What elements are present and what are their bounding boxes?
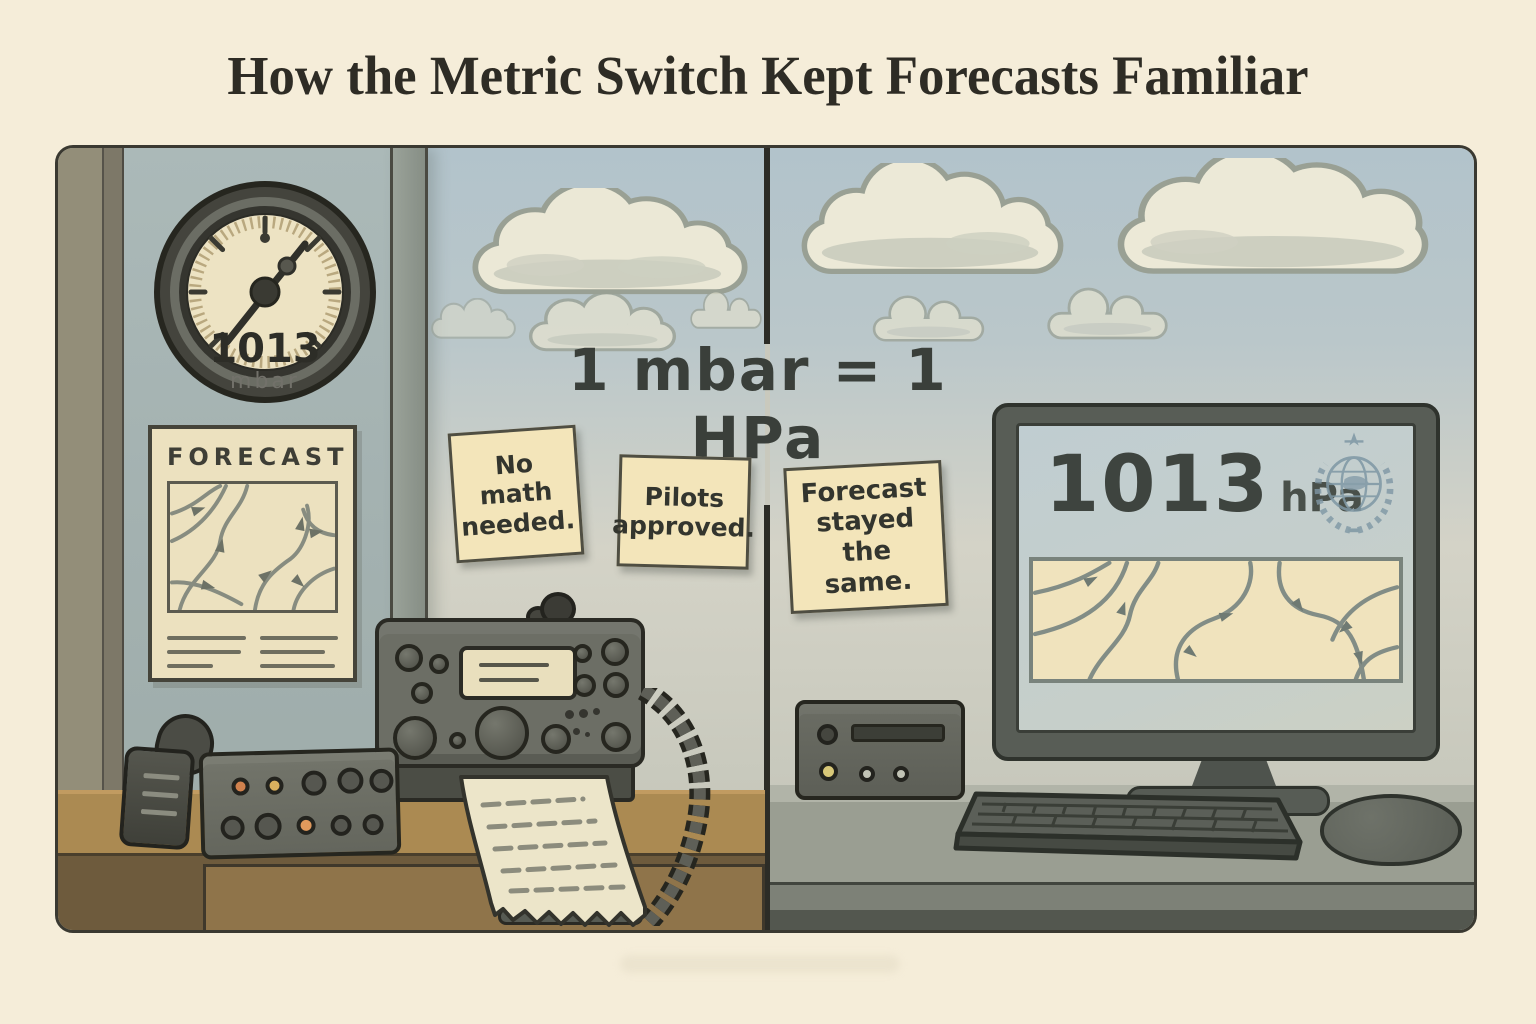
- illustration-frame: 1013 mbar FORECAST: [55, 145, 1477, 933]
- barometer-gauge: 1013 mbar: [153, 180, 377, 404]
- receiver-button: [362, 813, 384, 836]
- modern-desk-shadow: [770, 910, 1474, 930]
- cloud-large-right-1: [785, 163, 1080, 278]
- barometer-unit: mbar: [230, 369, 300, 394]
- cloud-large-right-2: [1098, 158, 1448, 278]
- sticky-note-pilots: Pilots approved.: [612, 454, 755, 570]
- device-led-lit: [819, 762, 838, 781]
- equation-text: 1 mbar = 1 HPa: [568, 336, 948, 472]
- console-knob: [541, 724, 571, 754]
- mouse: [1320, 794, 1462, 866]
- console-knob-main: [475, 706, 529, 760]
- needle-hub: [249, 276, 281, 308]
- console-knob: [411, 682, 433, 704]
- sticky-note-text: No math needed.: [460, 448, 576, 542]
- console-knob: [601, 722, 631, 752]
- receiver-button: [337, 767, 364, 795]
- receiver-button: [254, 812, 282, 841]
- coiled-cable: [633, 688, 715, 926]
- sticky-note-no-math: No math needed.: [447, 424, 585, 564]
- console-display: [459, 646, 577, 700]
- device-button: [893, 766, 909, 782]
- cloud-large-middle: [455, 188, 765, 298]
- faint-ghost-marks: [620, 955, 900, 973]
- barometer-value: 1013: [209, 326, 320, 372]
- receiver-led-amber: [265, 776, 284, 795]
- receiver-led-orange: [231, 777, 250, 796]
- pressure-readout: 1013 hPa: [1045, 440, 1364, 530]
- cloud-small-middle-center: [520, 293, 685, 353]
- poster-text-lines: [167, 626, 338, 678]
- monitor-screen: 1013 hPa: [1016, 423, 1416, 733]
- radio-receiver: [198, 747, 402, 860]
- desk-device: [795, 700, 965, 800]
- receiver-button: [220, 815, 245, 841]
- forecast-poster: FORECAST: [148, 425, 357, 682]
- cloud-small-middle-left: [426, 298, 521, 340]
- console-knob: [449, 732, 466, 749]
- cloud-small-right-1: [866, 293, 991, 343]
- poster-title: FORECAST: [167, 443, 349, 471]
- sticky-note-text: Forecast stayed the same.: [799, 472, 928, 600]
- console-knob-large: [393, 716, 437, 760]
- panel-divider-bottom: [764, 505, 770, 930]
- receiver-button: [369, 768, 394, 794]
- console-knob: [429, 654, 449, 674]
- console-knob: [601, 638, 629, 666]
- wmo-globe-wreath-logo-icon: [1305, 432, 1403, 536]
- device-display-slot: [851, 724, 945, 742]
- receiver-led-lit: [296, 815, 316, 836]
- radio-console: [375, 618, 645, 768]
- keyboard: [946, 788, 1312, 868]
- receiver-button: [330, 814, 352, 837]
- device-button: [817, 724, 838, 745]
- panel-divider-top: [764, 148, 770, 344]
- cloud-small-right-2: [1040, 286, 1175, 341]
- modern-desk-edge: [770, 885, 1474, 913]
- microphone-body: [118, 745, 196, 851]
- sticky-note-text: Pilots approved.: [611, 481, 756, 543]
- receiver-button: [301, 770, 327, 796]
- monitor: 1013 hPa: [992, 403, 1440, 761]
- screen-isobar-map: [1029, 557, 1403, 683]
- paper-tape-printout: [455, 775, 650, 930]
- gauge-major-ticks: [188, 215, 342, 349]
- poster-isobar-map: [167, 481, 338, 613]
- cloud-small-middle-right: [686, 290, 766, 330]
- console-knob: [603, 672, 629, 698]
- console-knob: [395, 644, 423, 672]
- page-title: How the Metric Switch Kept Forecasts Fam…: [227, 45, 1309, 106]
- sticky-note-forecast-same: Forecast stayed the same.: [783, 459, 949, 615]
- console-knob: [573, 644, 592, 663]
- device-button: [859, 766, 875, 782]
- pressure-value: 1013: [1045, 440, 1271, 530]
- console-knob: [573, 674, 596, 697]
- wall-beam-strip: [104, 148, 125, 930]
